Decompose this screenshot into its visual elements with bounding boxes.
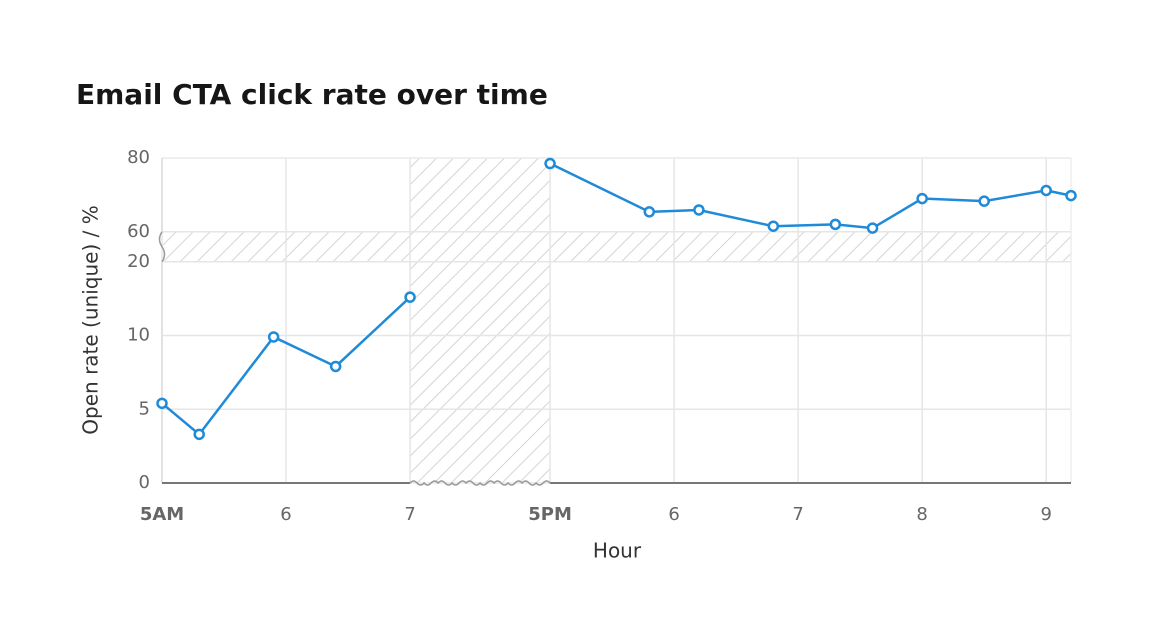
point (544, 157, 556, 170)
point (1065, 189, 1077, 202)
point (329, 360, 342, 373)
y-tick-label: 5 (139, 398, 150, 419)
y-tick-label: 60 (127, 221, 150, 242)
y-tick-label: 20 (127, 251, 150, 272)
x-tick-label: 7 (404, 504, 415, 525)
y-tick-label: 80 (127, 147, 150, 168)
x-tick-label: 5PM (528, 504, 572, 525)
y-tick-label: 10 (127, 325, 150, 346)
point (267, 331, 280, 343)
x-break-band (410, 158, 551, 483)
x-axis-label: Hour (593, 539, 642, 563)
x-tick-label: 5AM (140, 504, 184, 525)
point (404, 291, 416, 303)
y-break-mark (158, 231, 166, 263)
point (978, 195, 990, 207)
line (549, 162, 1072, 230)
x-tick-label: 9 (1040, 504, 1051, 525)
point (829, 218, 842, 231)
x-tick-label: 8 (916, 504, 927, 525)
point (767, 220, 780, 232)
point (693, 204, 705, 216)
chart-title: Email CTA click rate over time (76, 78, 548, 111)
x-tick-label: 7 (792, 504, 803, 525)
point (866, 222, 879, 234)
x-tick-label: 6 (280, 504, 291, 525)
x-tick-label: 6 (668, 504, 679, 525)
point (643, 206, 656, 218)
point (1040, 184, 1052, 197)
x-break-mark (409, 480, 551, 486)
point (916, 192, 928, 205)
point (156, 397, 168, 410)
y-axis-label: Open rate (unique) / % (79, 205, 103, 434)
point (193, 428, 205, 441)
y-tick-label: 0 (139, 472, 150, 493)
y-break-band (162, 231, 1071, 262)
